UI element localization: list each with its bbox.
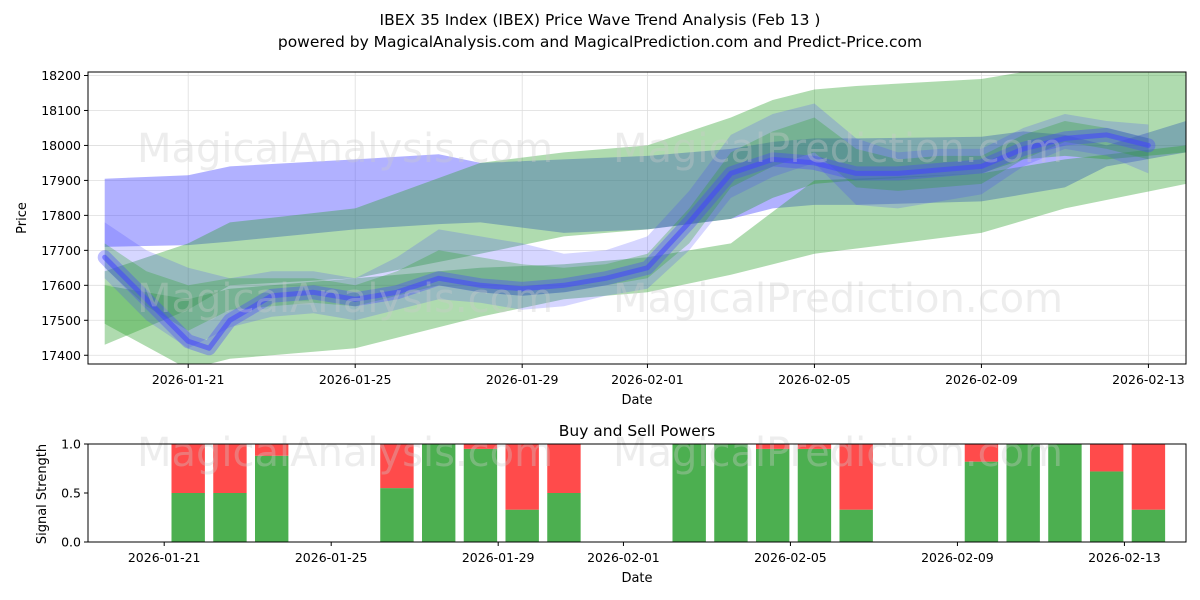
- price-xtick-label-1: 2026-01-25: [319, 372, 392, 387]
- price-x-label: Date: [621, 393, 652, 408]
- mid-blue-band: [104, 103, 1149, 349]
- buy-bar: [714, 444, 748, 542]
- price-y-label: Price: [15, 202, 30, 234]
- power-ytick-label-0: 0.0: [61, 535, 81, 550]
- power-ytick-label-2: 1.0: [61, 437, 81, 452]
- power-x-ticks: 2026-01-21 2026-01-25 2026-01-29 2026-02-01…: [128, 542, 1161, 565]
- sell-bar: [1089, 444, 1124, 472]
- sell-bar: [213, 444, 247, 493]
- power-xtick-label-1: 2026-01-25: [295, 550, 368, 565]
- buy-bar: [1048, 444, 1082, 542]
- price-plot-frame: [87, 71, 1187, 365]
- price-ytick-label-8: 18200: [41, 68, 81, 83]
- power-xtick-label-4: 2026-02-05: [754, 550, 827, 565]
- center-trend: [102, 132, 1151, 351]
- sell-bar: [755, 444, 790, 449]
- watermark-prediction-bottom: MagicalPrediction.com: [613, 430, 1063, 476]
- buy-bar: [505, 509, 539, 542]
- price-xtick-label-3: 2026-02-01: [611, 372, 684, 387]
- power-chart-title: Buy and Sell Powers: [559, 422, 716, 440]
- buy-bar: [839, 509, 873, 542]
- price-gridlines: [88, 72, 1186, 364]
- sell-bar: [964, 444, 999, 462]
- chart-subtitle: powered by MagicalAnalysis.com and Magic…: [278, 33, 922, 51]
- buy-bar: [964, 461, 999, 542]
- price-xtick-label-6: 2026-02-13: [1112, 372, 1185, 387]
- price-x-ticks: 2026-01-21 2026-01-25 2026-01-29 2026-02-01…: [152, 364, 1185, 387]
- power-x-label: Date: [621, 571, 652, 586]
- price-ytick-label-5: 17900: [41, 173, 81, 188]
- price-xtick-label-0: 2026-01-21: [152, 372, 225, 387]
- sell-bar: [505, 444, 539, 510]
- buy-bar: [1006, 444, 1040, 542]
- buy-bar: [171, 493, 205, 542]
- buy-bar: [755, 448, 790, 542]
- sell-bar: [171, 444, 205, 493]
- price-ytick-label-4: 17800: [41, 208, 81, 223]
- watermark-analysis-mid: MagicalAnalysis.com: [137, 276, 553, 322]
- buy-bar: [797, 448, 832, 542]
- green-wide-band-upper: [104, 72, 1186, 345]
- power-xtick-label-5: 2026-02-09: [921, 550, 994, 565]
- buy-bar: [380, 488, 414, 542]
- power-xtick-label-2: 2026-01-29: [462, 550, 535, 565]
- sell-bar: [797, 444, 832, 449]
- power-bars: [171, 444, 1166, 542]
- watermark-analysis-top: MagicalAnalysis.com: [137, 126, 553, 172]
- buy-bar: [1131, 509, 1166, 542]
- price-y-ticks: 17400 17500 17600 17700 17800 17900 18000 18100…: [41, 68, 88, 363]
- price-ytick-label-2: 17600: [41, 278, 81, 293]
- price-ytick-label-1: 17500: [41, 313, 81, 328]
- price-ytick-label-7: 18100: [41, 103, 81, 118]
- buy-bar: [463, 448, 498, 542]
- teal-core-band: [104, 117, 1149, 331]
- price-ytick-label-0: 17400: [41, 348, 81, 363]
- price-bands: [97, 72, 1186, 364]
- power-y-ticks: 0.0 0.5 1.0: [61, 437, 88, 550]
- buy-bar: [254, 455, 289, 542]
- power-xtick-label-6: 2026-02-13: [1088, 550, 1161, 565]
- buy-bar: [547, 493, 581, 542]
- watermark-analysis-bottom: MagicalAnalysis.com: [137, 430, 553, 476]
- watermark-prediction-mid: MagicalPrediction.com: [613, 276, 1063, 322]
- price-xtick-label-2: 2026-01-29: [486, 372, 559, 387]
- blue-wide-band: [104, 121, 1186, 247]
- sell-bar: [254, 444, 289, 456]
- green-wide-band-lower: [104, 145, 1186, 364]
- buy-bar: [672, 444, 706, 542]
- price-xtick-label-4: 2026-02-05: [778, 372, 851, 387]
- price-ytick-label-6: 18000: [41, 138, 81, 153]
- price-ytick-label-3: 17700: [41, 243, 81, 258]
- sell-bar: [839, 444, 873, 510]
- buy-bar: [421, 444, 456, 542]
- buy-bar: [213, 493, 247, 542]
- sell-bar: [1131, 444, 1166, 510]
- power-xtick-label-0: 2026-01-21: [128, 550, 201, 565]
- power-chart: Buy and Sell Powers MagicalAnalysis.com …: [35, 422, 1187, 586]
- watermark-prediction-top: MagicalPrediction.com: [613, 126, 1063, 172]
- price-chart: MagicalAnalysis.com MagicalPrediction.co…: [15, 68, 1187, 408]
- chart-title: IBEX 35 Index (IBEX) Price Wave Trend An…: [380, 11, 821, 29]
- sell-bar: [463, 444, 498, 449]
- price-xtick-label-5: 2026-02-09: [945, 372, 1018, 387]
- power-ytick-label-1: 0.5: [61, 486, 81, 501]
- power-y-label: Signal Strength: [35, 444, 50, 544]
- sell-bar: [380, 444, 414, 489]
- power-xtick-label-3: 2026-02-01: [587, 550, 660, 565]
- buy-bar: [1089, 471, 1124, 542]
- sell-bar: [547, 444, 581, 493]
